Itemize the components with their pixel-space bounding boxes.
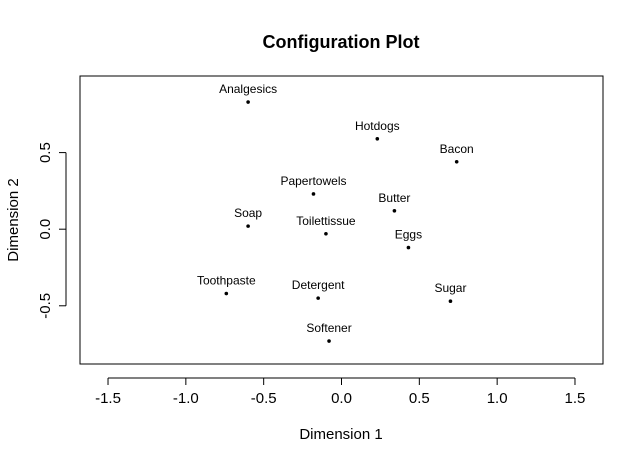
data-point-label: Eggs	[395, 228, 422, 242]
data-point	[327, 339, 331, 343]
data-point	[454, 159, 459, 164]
data-point-label: Papertowels	[280, 174, 346, 188]
y-tick-label: 0.0	[37, 219, 54, 240]
x-tick-label: 0.5	[409, 390, 430, 407]
data-point-label: Detergent	[292, 278, 345, 292]
x-tick-label: 1.0	[487, 390, 508, 407]
data-point	[246, 100, 250, 104]
data-point	[316, 296, 320, 300]
x-tick-label: 1.5	[565, 390, 586, 407]
x-axis-label: Dimension 1	[299, 426, 382, 443]
y-tick-label: 0.5	[37, 142, 54, 163]
data-point-label: Toothpaste	[197, 274, 256, 288]
chart-title: Configuration Plot	[263, 32, 420, 52]
data-point	[246, 224, 250, 228]
data-point	[406, 245, 411, 250]
x-axis: -1.5 -1.0 -0.5 0.0 0.5 1.0 1.5	[95, 377, 586, 407]
x-tick-label: -0.5	[251, 390, 277, 407]
plot-area-frame	[79, 75, 604, 365]
x-tick-label: -1.0	[173, 390, 199, 407]
data-point	[324, 231, 328, 236]
data-point-label: Analgesics	[219, 82, 277, 96]
data-point-label: Soap	[234, 206, 262, 220]
data-point	[375, 137, 380, 141]
data-point-label: Bacon	[440, 142, 474, 156]
data-point-label: Toilettissue	[296, 214, 356, 228]
y-axis: -0.5 0.0 0.5	[37, 142, 67, 319]
y-tick-label: -0.5	[37, 293, 54, 319]
data-point	[392, 209, 397, 213]
y-axis-label: Dimension 2	[5, 178, 22, 261]
data-point-label: Sugar	[434, 281, 466, 295]
x-tick-label: -1.5	[95, 390, 121, 407]
x-tick-label: 0.0	[331, 390, 352, 407]
points-layer: Analgesics Hotdogs Bacon Papertowels Butter S…	[197, 82, 474, 343]
data-point	[311, 192, 316, 196]
data-point	[224, 291, 229, 296]
data-point-label: Butter	[378, 191, 410, 205]
data-point-label: Hotdogs	[355, 119, 400, 133]
data-point-label: Softener	[306, 321, 351, 335]
data-point	[448, 299, 453, 303]
